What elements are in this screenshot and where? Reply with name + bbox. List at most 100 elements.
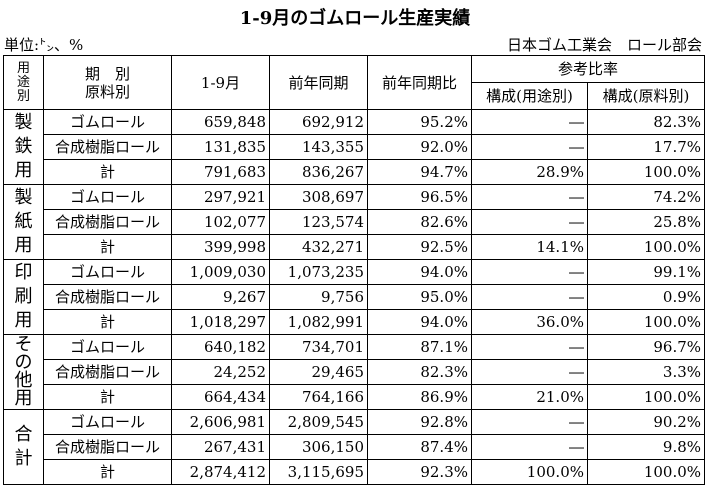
ratio-usage-cell: ― [471, 334, 588, 360]
yoy-cell: 94.0% [367, 259, 472, 285]
ratio-material-cell: 82.3% [586, 109, 706, 135]
category-label: 合計 [3, 409, 44, 485]
current-value-cell: 297,921 [171, 184, 270, 210]
header-row-2: 構成(用途別) 構成(原料別) [4, 82, 706, 110]
material-cell: ゴムロール [43, 409, 172, 435]
header-by-usage: 構成(用途別) [471, 82, 588, 110]
ratio-material-cell: 17.7% [586, 134, 706, 160]
source-label: 日本ゴム工業会 ロール部会 [506, 36, 702, 54]
ratio-material-cell: 9.8% [586, 434, 706, 460]
current-value-cell: 267,431 [171, 434, 270, 460]
ratio-material-cell: 100.0% [586, 309, 706, 335]
yoy-cell: 94.7% [367, 159, 472, 185]
current-value-cell: 659,848 [171, 109, 270, 135]
current-value-cell: 2,606,981 [171, 409, 270, 435]
header-row-1: 用 途 別 期 別 原料別 1-9月 前年同期 前年同期比 参考比率 [3, 55, 706, 110]
ratio-material-cell: 99.1% [586, 259, 706, 285]
ratio-usage-cell: 100.0% [471, 459, 588, 485]
prev-value-cell: 734,701 [269, 334, 368, 360]
ratio-material-cell: 3.3% [586, 359, 706, 385]
current-value-cell: 640,182 [171, 334, 270, 360]
header-prev-year: 前年同期 [269, 55, 368, 110]
ratio-usage-cell: 14.1% [471, 234, 588, 260]
current-value-cell: 24,252 [171, 359, 270, 385]
prev-value-cell: 306,150 [269, 434, 368, 460]
ratio-material-cell: 74.2% [586, 184, 706, 210]
current-value-cell: 1,009,030 [171, 259, 270, 285]
current-value-cell: 102,077 [171, 209, 270, 235]
production-table: 用 途 別 期 別 原料別 1-9月 前年同期 前年同期比 参考比率 構成(用途… [3, 55, 706, 485]
yoy-cell: 95.0% [367, 284, 472, 310]
ratio-usage-cell: ― [471, 359, 588, 385]
prev-value-cell: 9,756 [269, 284, 368, 310]
table-body: 製鉄用ゴムロール 659,848 692,912 95.2% ― 82.3% 合成樹脂ロール… [3, 109, 706, 485]
prev-value-cell: 308,697 [269, 184, 368, 210]
yoy-cell: 86.9% [367, 384, 472, 410]
prev-value-cell: 432,271 [269, 234, 368, 260]
table-row: 計 399,998 432,271 92.5% 14.1% 100.0% [4, 234, 706, 260]
material-cell: 合成樹脂ロール [43, 359, 172, 385]
prev-value-cell: 764,166 [269, 384, 368, 410]
material-cell: 計 [43, 384, 172, 410]
table-row: 合成樹脂ロール 102,077 123,574 82.6% ― 25.8% [4, 209, 706, 235]
current-value-cell: 1,018,297 [171, 309, 270, 335]
current-value-cell: 9,267 [171, 284, 270, 310]
material-cell: 計 [43, 309, 172, 335]
table-row: 計 791,683 836,267 94.7% 28.9% 100.0% [4, 159, 706, 185]
ratio-material-cell: 90.2% [586, 409, 706, 435]
table-row: 合成樹脂ロール 267,431 306,150 87.4% ― 9.8% [4, 434, 706, 460]
yoy-cell: 92.3% [367, 459, 472, 485]
ratio-material-cell: 0.9% [586, 284, 706, 310]
prev-value-cell: 123,574 [269, 209, 368, 235]
category-label: 印刷用 [3, 259, 44, 335]
ratio-usage-cell: ― [471, 434, 588, 460]
material-cell: 計 [43, 234, 172, 260]
prev-value-cell: 1,082,991 [269, 309, 368, 335]
header-by-material: 構成(原料別) [586, 82, 706, 110]
ratio-usage-cell: ― [471, 134, 588, 160]
prev-value-cell: 29,465 [269, 359, 368, 385]
table-row: 計 664,434 764,166 86.9% 21.0% 100.0% [4, 384, 706, 410]
table-row: 合成樹脂ロール 9,267 9,756 95.0% ― 0.9% [4, 284, 706, 310]
yoy-cell: 96.5% [367, 184, 472, 210]
ratio-usage-cell: 36.0% [471, 309, 588, 335]
table-row: 製鉄用ゴムロール 659,848 692,912 95.2% ― 82.3% [3, 109, 706, 185]
material-cell: ゴムロール [43, 259, 172, 285]
page-title: 1-9月のゴムロール生産実績 [239, 8, 471, 29]
table-row: 製紙用ゴムロール 297,921 308,697 96.5% ― 74.2% [3, 184, 706, 260]
table-row: 計 1,018,297 1,082,991 94.0% 36.0% 100.0% [4, 309, 706, 335]
current-value-cell: 131,835 [171, 134, 270, 160]
table-row: 印刷用ゴムロール 1,009,030 1,073,235 94.0% ― 99.1% [3, 259, 706, 335]
prev-value-cell: 1,073,235 [269, 259, 368, 285]
yoy-cell: 87.4% [367, 434, 472, 460]
current-value-cell: 664,434 [171, 384, 270, 410]
material-cell: 計 [43, 159, 172, 185]
yoy-cell: 87.1% [367, 334, 472, 360]
ratio-usage-cell: ― [471, 209, 588, 235]
category-label: その他用 [3, 334, 44, 410]
header-yoy: 前年同期比 [367, 55, 472, 110]
ratio-usage-cell: ― [471, 409, 588, 435]
material-cell: ゴムロール [43, 334, 172, 360]
ratio-material-cell: 100.0% [586, 159, 706, 185]
material-cell: ゴムロール [43, 109, 172, 135]
yoy-cell: 95.2% [367, 109, 472, 135]
material-cell: 計 [43, 459, 172, 485]
ratio-material-cell: 96.7% [586, 334, 706, 360]
table-row: 合成樹脂ロール 131,835 143,355 92.0% ― 17.7% [4, 134, 706, 160]
material-cell: 合成樹脂ロール [43, 284, 172, 310]
ratio-material-cell: 100.0% [586, 234, 706, 260]
prev-value-cell: 692,912 [269, 109, 368, 135]
current-value-cell: 2,874,412 [171, 459, 270, 485]
table-row: その他用ゴムロール 640,182 734,701 87.1% ― 96.7% [3, 334, 706, 410]
table-row: 計 2,874,412 3,115,695 92.3% 100.0% 100.0% [4, 459, 706, 485]
material-cell: 合成樹脂ロール [43, 434, 172, 460]
material-cell: 合成樹脂ロール [43, 134, 172, 160]
header-usage: 用 途 別 [3, 55, 44, 110]
prev-value-cell: 836,267 [269, 159, 368, 185]
current-value-cell: 399,998 [171, 234, 270, 260]
ratio-material-cell: 100.0% [586, 384, 706, 410]
current-value-cell: 791,683 [171, 159, 270, 185]
yoy-cell: 92.5% [367, 234, 472, 260]
header-ref-ratio: 参考比率 [470, 55, 706, 83]
